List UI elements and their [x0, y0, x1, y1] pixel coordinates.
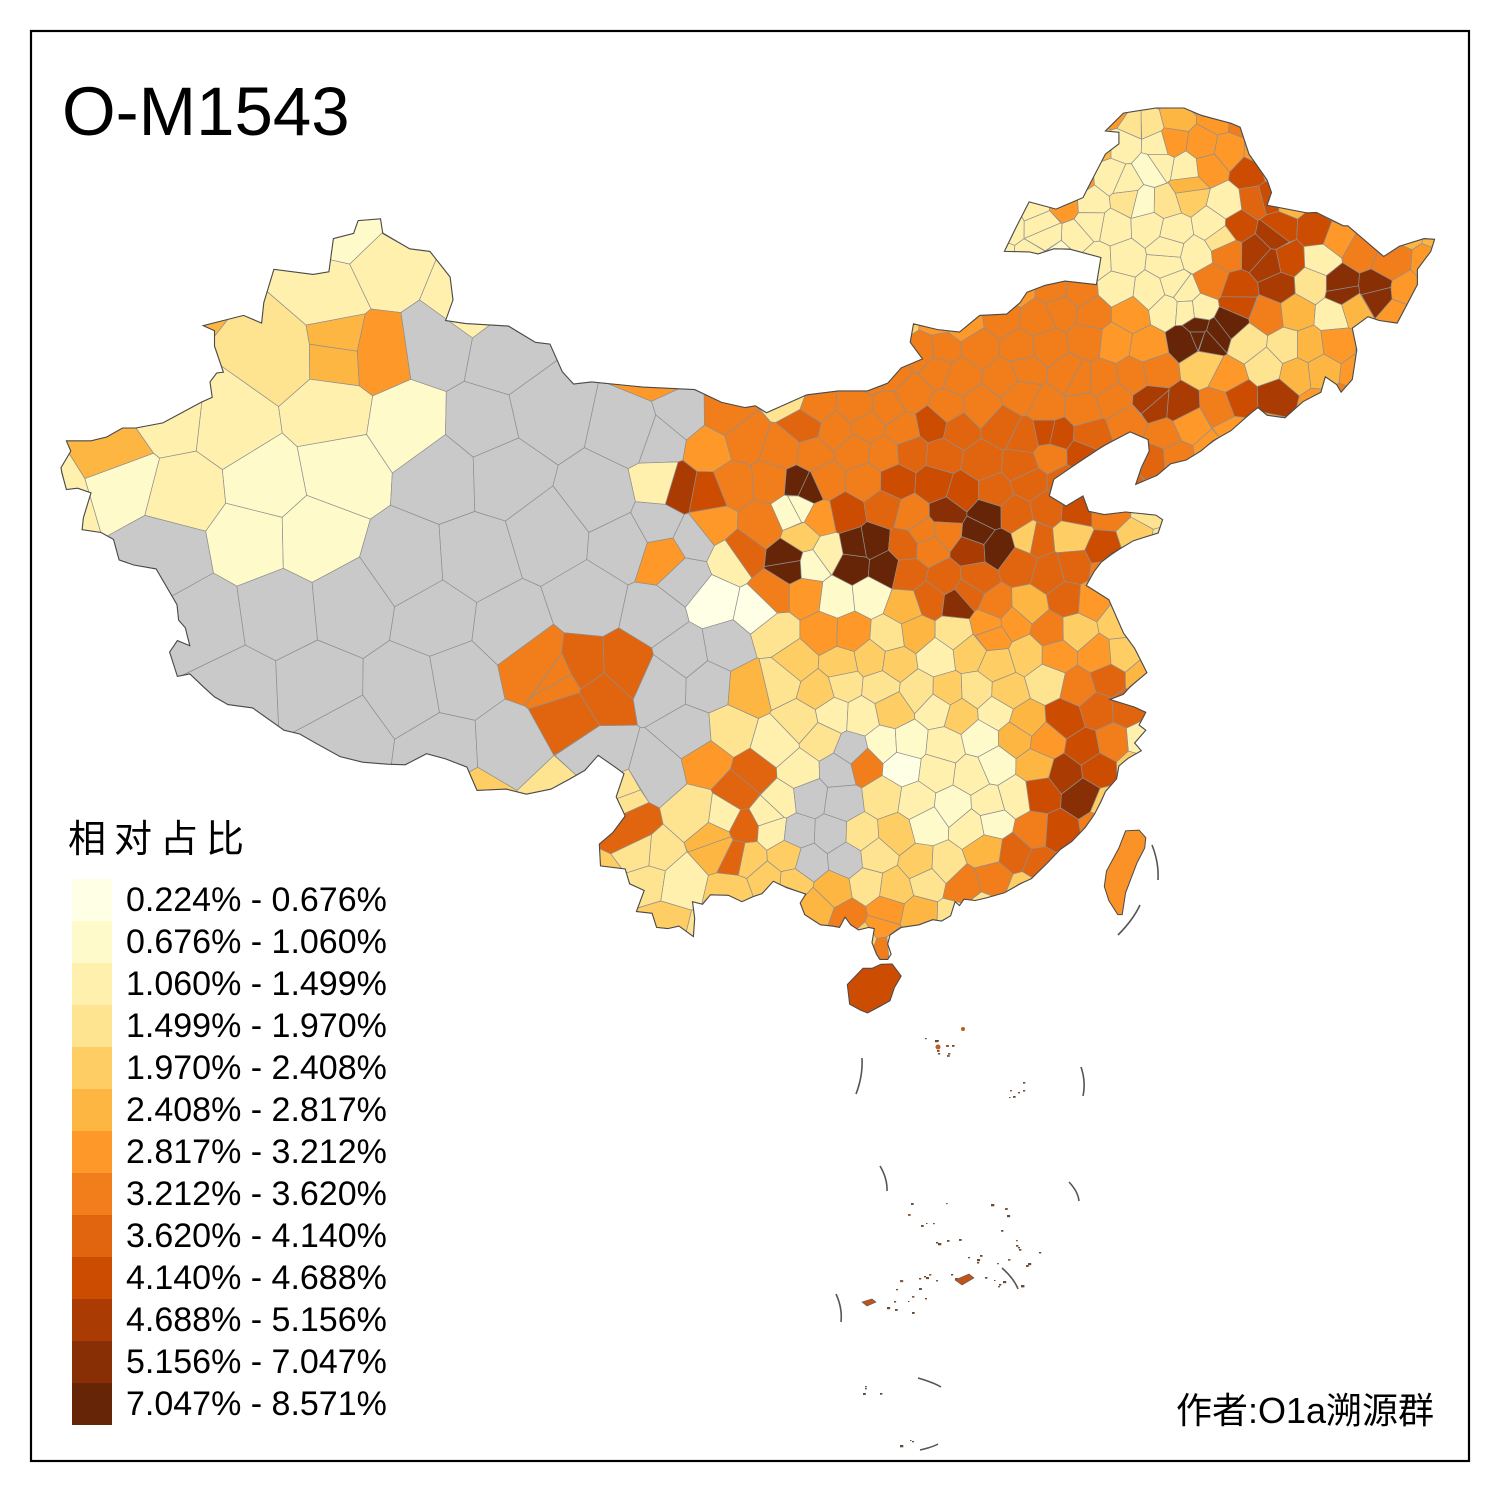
svg-text:1.499% - 1.970%: 1.499% - 1.970%: [126, 1007, 387, 1045]
svg-text:2.817% - 3.212%: 2.817% - 3.212%: [126, 1133, 387, 1171]
svg-text:2.408% - 2.817%: 2.408% - 2.817%: [126, 1091, 387, 1129]
svg-text:1.060% - 1.499%: 1.060% - 1.499%: [126, 965, 387, 1003]
svg-text:5.156% - 7.047%: 5.156% - 7.047%: [126, 1343, 387, 1381]
svg-text:相对占比: 相对占比: [68, 819, 252, 861]
svg-text:作者:O1a溯源群: 作者:O1a溯源群: [1176, 1390, 1434, 1431]
svg-text:1.970% - 2.408%: 1.970% - 2.408%: [126, 1049, 387, 1087]
svg-text:0.224% - 0.676%: 0.224% - 0.676%: [126, 881, 387, 919]
svg-text:4.688% - 5.156%: 4.688% - 5.156%: [126, 1301, 387, 1339]
svg-text:0.676% - 1.060%: 0.676% - 1.060%: [126, 923, 387, 961]
svg-text:3.212% - 3.620%: 3.212% - 3.620%: [126, 1175, 387, 1213]
svg-text:7.047% - 8.571%: 7.047% - 8.571%: [126, 1385, 387, 1423]
svg-text:3.620% - 4.140%: 3.620% - 4.140%: [126, 1217, 387, 1255]
svg-text:4.140% - 4.688%: 4.140% - 4.688%: [126, 1259, 387, 1297]
svg-text:O-M1543: O-M1543: [62, 73, 350, 150]
